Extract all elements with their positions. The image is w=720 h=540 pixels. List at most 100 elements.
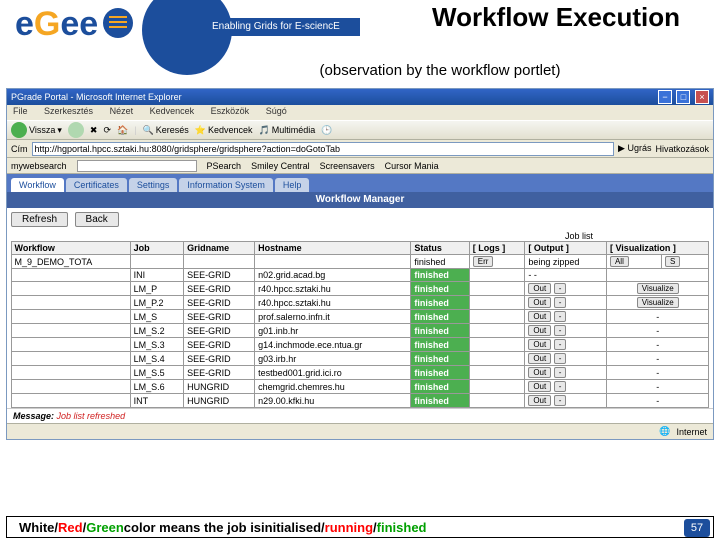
table-row: LM_S.2SEE-GRIDg01.inb.hrfinishedOut -- (11, 324, 709, 338)
legend-white: White (19, 520, 54, 535)
table-row: LM_SSEE-GRIDprof.salerno.infn.itfinished… (11, 310, 709, 324)
out-button[interactable]: Out (528, 395, 551, 406)
linkbar-item[interactable]: Cursor Mania (385, 161, 439, 171)
tab-infosys[interactable]: Information System (179, 178, 273, 192)
history-icon[interactable]: 🕒 (321, 125, 332, 136)
table-row: INISEE-GRIDn02.grid.acad.bgfinished- - (11, 269, 709, 282)
favorites-button[interactable]: ⭐ Kedvencek (195, 125, 253, 136)
refresh-button[interactable]: Refresh (11, 212, 68, 227)
maximize-button[interactable]: □ (676, 90, 690, 104)
url-input[interactable] (32, 142, 615, 156)
table-header-row: Workflow Job Gridname Hostname Status [ … (11, 242, 709, 255)
zone-label: Internet (676, 427, 707, 437)
linkbar-item[interactable]: PSearch (207, 161, 242, 171)
slide-subtitle: (observation by the workflow portlet) (0, 62, 720, 84)
menu-favorites[interactable]: Kedvencek (150, 106, 195, 116)
err-button[interactable]: Err (473, 256, 494, 267)
table-row: LM_PSEE-GRIDr40.hpcc.sztaki.hufinishedOu… (11, 282, 709, 296)
go-button[interactable]: ▶ Ugrás (618, 143, 651, 154)
minimize-button[interactable]: − (658, 90, 672, 104)
col-output: [ Output ] (525, 242, 607, 255)
out-button[interactable]: Out (528, 325, 551, 336)
page-number: 57 (684, 519, 710, 537)
forward-button[interactable] (68, 122, 84, 138)
stop-icon[interactable]: ✖ (90, 125, 98, 136)
out-button[interactable]: Out (528, 283, 551, 294)
zone-icon: 🌐 (659, 426, 670, 437)
legend-green: Green (86, 520, 124, 535)
out-button[interactable]: Out (528, 381, 551, 392)
address-bar: Cím ▶ Ugrás Hivatkozások (7, 140, 713, 158)
col-hostname: Hostname (255, 242, 411, 255)
visualize-button[interactable]: Visualize (637, 297, 679, 308)
ie-title: PGrade Portal - Microsoft Internet Explo… (11, 92, 182, 102)
tab-help[interactable]: Help (275, 178, 310, 192)
joblist-label: Job list (7, 231, 713, 241)
col-job: Job (130, 242, 183, 255)
portlet-buttonbar: Refresh Back (7, 208, 713, 231)
message-bar: Message: Job list refreshed (7, 408, 713, 423)
table-row: LM_S.5SEE-GRIDtestbed001.grid.ici.rofini… (11, 366, 709, 380)
legend-red: Red (58, 520, 83, 535)
menu-edit[interactable]: Szerkesztés (44, 106, 93, 116)
col-status: Status (411, 242, 469, 255)
ie-statusbar: 🌐 Internet (7, 423, 713, 439)
ie-window: PGrade Portal - Microsoft Internet Explo… (6, 88, 714, 440)
out-button[interactable]: Out (528, 297, 551, 308)
out-button[interactable]: Out (528, 367, 551, 378)
slide-header: eGee Enabling Grids for E-sciencE Workfl… (0, 0, 720, 62)
close-button[interactable]: × (695, 90, 709, 104)
portal-tabs: Workflow Certificates Settings Informati… (7, 174, 713, 192)
refresh-icon[interactable]: ⟳ (103, 125, 111, 136)
search-button[interactable]: 🔍 Keresés (143, 125, 189, 136)
linkbar-item[interactable]: Screensavers (320, 161, 375, 171)
col-gridname: Gridname (184, 242, 255, 255)
back-portal-button[interactable]: Back (75, 212, 119, 227)
toolbar-search-input[interactable] (77, 160, 197, 172)
back-button[interactable]: Vissza ▾ (11, 122, 62, 138)
wf-status: finished (411, 255, 469, 269)
vis-all-button[interactable]: All (610, 256, 629, 267)
wf-output: being zipped (525, 255, 607, 269)
footer-legend: White/ Red/ Green color means the job is… (6, 516, 714, 538)
out-button[interactable]: Out (528, 311, 551, 322)
table-row: LM_S.6HUNGRIDchemgrid.chemres.hufinished… (11, 380, 709, 394)
table-row: LM_S.3SEE-GRIDg14.inchmode.ece.ntua.grfi… (11, 338, 709, 352)
out-button[interactable]: Out (528, 339, 551, 350)
ie-titlebar: PGrade Portal - Microsoft Internet Explo… (7, 89, 713, 105)
table-row: LM_P.2SEE-GRIDr40.hpcc.sztaki.hufinished… (11, 296, 709, 310)
vis-s-button[interactable]: S (665, 256, 680, 267)
search-box-label: mywebsearch (11, 161, 67, 171)
tab-workflow[interactable]: Workflow (11, 178, 64, 192)
link-toolbar: mywebsearch PSearch Smiley Central Scree… (7, 158, 713, 174)
portal-content: Workflow Certificates Settings Informati… (7, 174, 713, 423)
window-controls: − □ × (656, 90, 709, 104)
menu-view[interactable]: Nézet (110, 106, 134, 116)
table-subheader-row: M_9_DEMO_TOTA finished Err being zipped … (11, 255, 709, 269)
workflow-name: M_9_DEMO_TOTA (11, 255, 130, 269)
table-row: LM_S.4SEE-GRIDg03.irb.hrfinishedOut -- (11, 352, 709, 366)
menu-tools[interactable]: Eszközök (211, 106, 250, 116)
legend-init: initialised (261, 520, 321, 535)
col-workflow: Workflow (11, 242, 130, 255)
col-logs: [ Logs ] (469, 242, 525, 255)
links-label: Hivatkozások (655, 144, 709, 154)
legend-finished: finished (377, 520, 427, 535)
tab-certificates[interactable]: Certificates (66, 178, 127, 192)
portlet-title: Workflow Manager (7, 192, 713, 208)
col-visualization: [ Visualization ] (606, 242, 709, 255)
home-icon[interactable]: 🏠 (117, 125, 128, 136)
out-button[interactable]: Out (528, 353, 551, 364)
legend-running: running (325, 520, 373, 535)
addr-label: Cím (11, 144, 28, 154)
slide-title: Workflow Execution (432, 2, 680, 33)
tagline: Enabling Grids for E-sciencE (172, 18, 360, 36)
visualize-button[interactable]: Visualize (637, 283, 679, 294)
media-button[interactable]: 🎵 Multimédia (259, 125, 316, 136)
job-table: Workflow Job Gridname Hostname Status [ … (11, 241, 710, 408)
linkbar-item[interactable]: Smiley Central (251, 161, 310, 171)
message-text: Job list refreshed (57, 411, 126, 421)
tab-settings[interactable]: Settings (129, 178, 178, 192)
menu-file[interactable]: File (13, 106, 28, 116)
menu-help[interactable]: Súgó (266, 106, 287, 116)
